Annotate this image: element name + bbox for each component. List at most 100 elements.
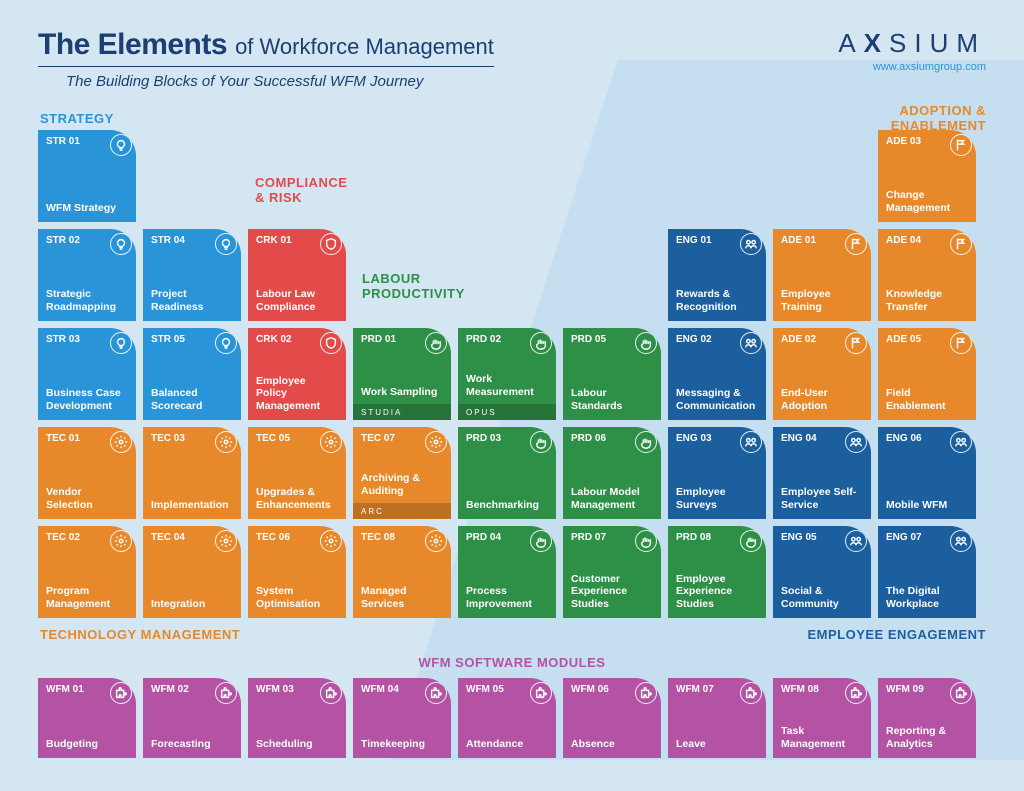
hand-icon bbox=[425, 332, 447, 354]
tile-label: Implementation bbox=[151, 499, 233, 511]
tile-label: Business Case Development bbox=[46, 387, 128, 412]
tile-eng04: ENG 04Employee Self-Service bbox=[773, 427, 871, 519]
tile-ade04: ADE 04Knowledge Transfer bbox=[878, 229, 976, 321]
subtitle: The Building Blocks of Your Successful W… bbox=[38, 73, 494, 90]
tile-ade05: ADE 05Field Enablement bbox=[878, 328, 976, 420]
tile-prd07: PRD 07Customer Experience Studies bbox=[563, 526, 661, 618]
flag-icon bbox=[845, 332, 867, 354]
hand-icon bbox=[635, 530, 657, 552]
tile-prd01: PRD 01Work SamplingSTUDIA bbox=[353, 328, 451, 420]
puzzle-icon bbox=[950, 682, 972, 704]
tile-label: Vendor Selection bbox=[46, 486, 128, 511]
tile-label: Attendance bbox=[466, 738, 548, 750]
tile-label: Field Enablement bbox=[886, 387, 968, 412]
puzzle-icon bbox=[110, 682, 132, 704]
tile-label: Work Measurement bbox=[466, 373, 548, 398]
tile-eng06: ENG 06Mobile WFM bbox=[878, 427, 976, 519]
tile-crk02: CRK 02Employee Policy Management bbox=[248, 328, 346, 420]
tile-eng07: ENG 07The Digital Workplace bbox=[878, 526, 976, 618]
people-icon bbox=[845, 431, 867, 453]
tile-label: Employee Experience Studies bbox=[676, 573, 758, 610]
header: The Elements of Workforce Management The… bbox=[38, 28, 986, 90]
tile-label: Messaging & Communication bbox=[676, 387, 758, 412]
tile-crk01: CRK 01Labour Law Compliance bbox=[248, 229, 346, 321]
brand-block: AXSIUM www.axsiumgroup.com bbox=[838, 28, 986, 73]
tile-wfm03: WFM 03Scheduling bbox=[248, 678, 346, 758]
hand-icon bbox=[530, 530, 552, 552]
tile-label: Work Sampling bbox=[361, 386, 443, 398]
tile-str03: STR 03Business Case Development bbox=[38, 328, 136, 420]
tile-label: Absence bbox=[571, 738, 653, 750]
flag-icon bbox=[845, 233, 867, 255]
tile-label: Upgrades & Enhancements bbox=[256, 486, 338, 511]
element-grid: STR 01WFM StrategySTR 02Strategic Roadma… bbox=[38, 130, 976, 618]
gear-icon bbox=[425, 530, 447, 552]
gear-icon bbox=[215, 431, 237, 453]
gear-icon bbox=[320, 530, 342, 552]
people-icon bbox=[740, 332, 762, 354]
bulb-icon bbox=[110, 332, 132, 354]
tile-label: The Digital Workplace bbox=[886, 585, 968, 610]
tile-label: Labour Law Compliance bbox=[256, 288, 338, 313]
title-line: The Elements of Workforce Management bbox=[38, 28, 494, 67]
tile-tec03: TEC 03Implementation bbox=[143, 427, 241, 519]
tile-eng01: ENG 01Rewards & Recognition bbox=[668, 229, 766, 321]
tile-label: Reporting & Analytics bbox=[886, 725, 968, 750]
bulb-icon bbox=[110, 134, 132, 156]
flag-icon bbox=[950, 332, 972, 354]
modules-row: WFM 01BudgetingWFM 02ForecastingWFM 03Sc… bbox=[38, 678, 976, 758]
category-strategy: STRATEGY bbox=[40, 112, 114, 127]
tile-label: WFM Strategy bbox=[46, 202, 128, 214]
tile-tec01: TEC 01Vendor Selection bbox=[38, 427, 136, 519]
people-icon bbox=[845, 530, 867, 552]
tile-label: Benchmarking bbox=[466, 499, 548, 511]
bulb-icon bbox=[215, 233, 237, 255]
tile-label: Strategic Roadmapping bbox=[46, 288, 128, 313]
page: The Elements of Workforce Management The… bbox=[0, 0, 1024, 791]
tile-wfm04: WFM 04Timekeeping bbox=[353, 678, 451, 758]
gear-icon bbox=[320, 431, 342, 453]
tile-prd04: PRD 04Process Improvement bbox=[458, 526, 556, 618]
flag-icon bbox=[950, 134, 972, 156]
tile-eng05: ENG 05Social & Community bbox=[773, 526, 871, 618]
tile-wfm09: WFM 09Reporting & Analytics bbox=[878, 678, 976, 758]
tile-wfm05: WFM 05Attendance bbox=[458, 678, 556, 758]
tile-str04: STR 04Project Readiness bbox=[143, 229, 241, 321]
tile-str02: STR 02Strategic Roadmapping bbox=[38, 229, 136, 321]
tile-label: Timekeeping bbox=[361, 738, 443, 750]
tile-prd06: PRD 06Labour Model Management bbox=[563, 427, 661, 519]
hand-icon bbox=[635, 332, 657, 354]
gear-icon bbox=[425, 431, 447, 453]
tile-tec05: TEC 05Upgrades & Enhancements bbox=[248, 427, 346, 519]
tile-tec06: TEC 06System Optimisation bbox=[248, 526, 346, 618]
tile-label: End-User Adoption bbox=[781, 387, 863, 412]
tile-tec04: TEC 04Integration bbox=[143, 526, 241, 618]
tile-label: Program Management bbox=[46, 585, 128, 610]
tile-label: Customer Experience Studies bbox=[571, 573, 653, 610]
hand-icon bbox=[530, 431, 552, 453]
tile-prd08: PRD 08Employee Experience Studies bbox=[668, 526, 766, 618]
tile-label: Managed Services bbox=[361, 585, 443, 610]
tile-wfm01: WFM 01Budgeting bbox=[38, 678, 136, 758]
puzzle-icon bbox=[215, 682, 237, 704]
people-icon bbox=[740, 431, 762, 453]
hand-icon bbox=[740, 530, 762, 552]
tile-str05: STR 05Balanced Scorecard bbox=[143, 328, 241, 420]
bulb-icon bbox=[110, 233, 132, 255]
tile-label: Change Management bbox=[886, 189, 968, 214]
gear-icon bbox=[215, 530, 237, 552]
gear-icon bbox=[110, 530, 132, 552]
tile-label: Employee Surveys bbox=[676, 486, 758, 511]
title-bold: The Elements bbox=[38, 28, 227, 62]
tile-label: Knowledge Transfer bbox=[886, 288, 968, 313]
puzzle-icon bbox=[320, 682, 342, 704]
tile-label: Labour Standards bbox=[571, 387, 653, 412]
people-icon bbox=[950, 431, 972, 453]
tile-label: Scheduling bbox=[256, 738, 338, 750]
tile-sublabel: OPUS bbox=[458, 404, 556, 420]
puzzle-icon bbox=[530, 682, 552, 704]
tile-ade01: ADE 01Employee Training bbox=[773, 229, 871, 321]
tile-prd02: PRD 02Work MeasurementOPUS bbox=[458, 328, 556, 420]
tile-label: Employee Self-Service bbox=[781, 486, 863, 511]
tile-ade03: ADE 03Change Management bbox=[878, 130, 976, 222]
